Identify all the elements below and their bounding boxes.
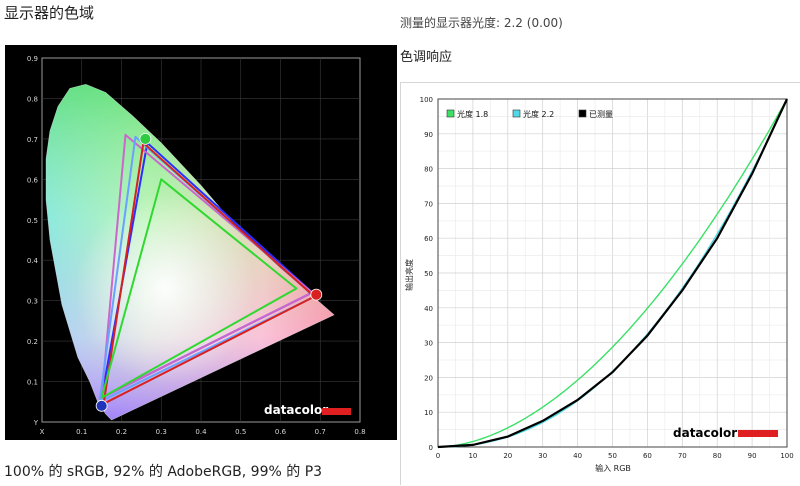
x-tick-label: 0.7 [315,428,326,436]
x-tick-label: 60 [643,452,652,460]
y-tick-label: 70 [424,200,433,208]
tone-response-chart: 0 10 20 30 40 50 60 70 80 90 100 0 10 20 30 40 50 60 70 80 9… [404,96,794,473]
logo-text: datacolor [673,426,737,440]
y-tick-label: 0.7 [27,136,38,144]
x-tick-label: 0.4 [195,428,207,436]
x-tick-label: 0.8 [354,428,365,436]
x-tick-label: 10 [468,452,477,460]
legend-swatch-2 [512,109,521,118]
y-tick-label: 0 [429,444,433,452]
series-line-3 [437,98,788,449]
y-tick-label: Y [33,419,39,427]
gamut-chart-panel: X 0.1 0.2 0.3 0.4 0.5 0.6 0.7 0.8 Y 0.1 0.2 0.3 0.4 0.… [5,45,397,440]
x-tick-label: 80 [713,452,722,460]
y-tick-label: 0.1 [27,379,38,387]
x-tick-label: 0 [436,452,440,460]
logo-red-bar [738,430,778,437]
legend-label-3: 已测量 [589,110,613,119]
y-tick-label: 0.6 [27,176,39,184]
x-tick-label: X [40,428,45,436]
x-tick-label: 50 [608,452,617,460]
x-tick-label: 0.6 [275,428,287,436]
y-tick-label: 0.2 [27,338,38,346]
gamut-triangle-2 [100,133,314,399]
y-tick-label: 40 [424,305,433,313]
x-tick-label: 0.2 [116,428,127,436]
y-tick-label: 20 [424,374,433,382]
y-tick-label: 50 [424,270,433,278]
x-tick-label: 70 [678,452,687,460]
legend-label-2: 光度 2.2 [523,109,554,119]
x-tick-label: 40 [573,452,582,460]
x-tick-label: 0.3 [156,428,167,436]
gamut-triangle-5 [100,178,298,399]
tone-response-panel: 0 10 20 30 40 50 60 70 80 90 100 0 10 20 30 40 50 60 70 80 9… [400,82,800,485]
cie-gamut-chart: X 0.1 0.2 0.3 0.4 0.5 0.6 0.7 0.8 Y 0.1 0.2 0.3 0.4 0.… [27,55,366,436]
plot-frame [437,98,788,448]
y-tick-label: 0.5 [27,217,38,225]
y-tick-label: 80 [424,166,433,174]
y-tick-label: 30 [424,340,433,348]
x-tick-label: 90 [748,452,757,460]
tone-response-title: 色调响应 [400,50,453,65]
y-tick-label: 0.3 [27,298,38,306]
chromaticity-fill [45,84,335,420]
y-tick-label: 0.4 [27,257,39,265]
legend-swatch-3 [578,109,587,118]
datacolor-logo: datacolor [673,426,778,440]
gamut-triangle-4 [102,141,316,405]
legend-swatch-1 [446,109,455,118]
x-axis-label: 输入 RGB [595,463,631,473]
y-tick-label: 10 [424,409,433,417]
y-tick-label: 100 [420,96,433,104]
datacolor-logo: datacolor [264,403,351,417]
x-tick-label: 30 [538,452,547,460]
primary-point-G [139,132,152,145]
y-tick-label: 90 [424,131,433,139]
x-tick-label: 100 [780,452,793,460]
legend-label-1: 光度 1.8 [457,109,488,119]
logo-text: datacolor [264,403,328,417]
primary-point-B [95,399,108,412]
logo-red-bar [322,408,351,415]
x-tick-label: 0.5 [235,428,246,436]
y-axis-label: 输出亮度 [404,259,414,291]
y-tick-label: 0.9 [27,55,38,63]
x-tick-label: 0.1 [76,428,87,436]
gamut-title: 显示器的色域 [4,4,95,22]
gamma-measurement: 测量的显示器光度: 2.2 (0.00) [400,16,563,30]
y-tick-label: 60 [424,235,433,243]
x-tick-label: 20 [503,452,512,460]
primary-point-R [310,288,323,301]
series-line-1 [437,98,788,448]
y-tick-label: 0.8 [27,95,38,103]
gamut-coverage-caption: 100% 的 sRGB, 92% 的 AdobeRGB, 99% 的 P3 [4,464,323,480]
